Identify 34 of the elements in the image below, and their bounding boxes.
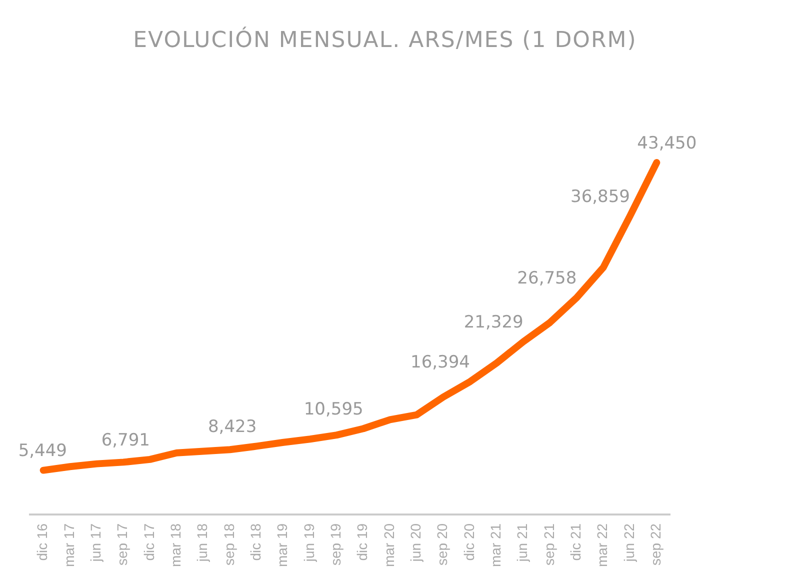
data-label: 21,329 (464, 312, 524, 333)
x-tick-label: jun 22 (620, 523, 637, 563)
x-tick-label: mar 17 (60, 523, 77, 568)
x-tick-label: jun 17 (88, 523, 104, 563)
x-tick-label: dic 18 (248, 523, 264, 561)
x-tick-label: sep 18 (220, 523, 237, 566)
data-label: 36,859 (570, 186, 630, 207)
data-label: 43,450 (637, 133, 697, 154)
data-label: 26,758 (517, 268, 577, 289)
x-tick-label: jun 19 (300, 523, 317, 563)
x-tick-label: sep 19 (328, 523, 344, 566)
x-tick-label: sep 20 (434, 523, 450, 566)
x-tick-label: mar 22 (594, 523, 610, 568)
x-tick-label: dic 20 (460, 523, 477, 561)
x-tick-label: mar 20 (380, 523, 397, 568)
x-tick-label: mar 18 (168, 523, 184, 568)
data-label: 16,394 (410, 352, 470, 373)
x-tick-label: jun 20 (408, 523, 424, 563)
x-tick-label: sep 22 (648, 523, 664, 566)
x-tick-label: mar 21 (488, 523, 504, 568)
data-label: 8,423 (208, 417, 257, 438)
x-tick-label: jun 18 (194, 523, 210, 563)
x-tick-label: dic 16 (34, 523, 50, 561)
x-tick-label: sep 21 (540, 523, 557, 566)
chart-title: EVOLUCIÓN MENSUAL. ARS/MES (1 DORM) (132, 28, 638, 53)
data-label: 10,595 (304, 400, 364, 420)
x-tick-label: sep 17 (114, 523, 130, 566)
x-tick-label: jun 21 (514, 523, 530, 563)
x-tick-label: dic 19 (354, 523, 370, 561)
data-label: 6,791 (101, 430, 150, 450)
data-label: 5,449 (18, 441, 68, 462)
x-tick-label: dic 17 (140, 523, 157, 561)
x-tick-label: mar 19 (274, 523, 290, 568)
x-tick-label: dic 21 (568, 523, 584, 561)
